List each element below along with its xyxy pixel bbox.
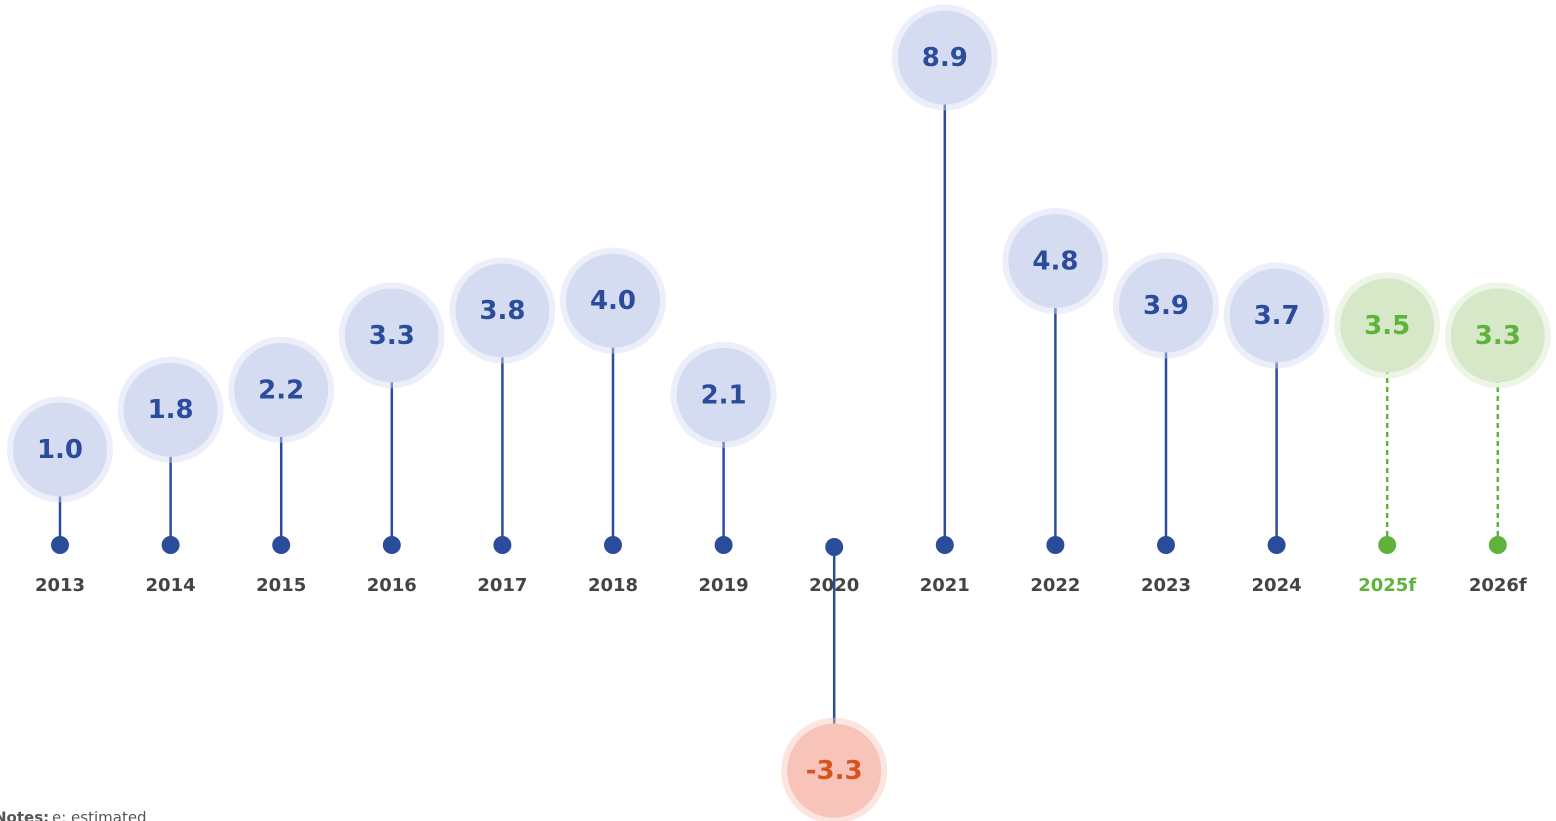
dot bbox=[161, 536, 180, 554]
value-label: 2.1 bbox=[701, 380, 747, 410]
bubble bbox=[1119, 258, 1213, 353]
dot bbox=[935, 536, 954, 554]
value-label: 2.2 bbox=[258, 375, 304, 405]
dot bbox=[604, 536, 622, 554]
bubble bbox=[1229, 268, 1324, 363]
dot bbox=[714, 536, 733, 554]
x-tick-label: 2023 bbox=[1141, 575, 1191, 596]
value-label: 4.0 bbox=[590, 286, 636, 316]
bubble bbox=[455, 263, 550, 358]
x-tick-label: 2022 bbox=[1030, 575, 1080, 596]
x-tick-label: 2020 bbox=[809, 575, 859, 596]
value-label: 3.5 bbox=[1364, 311, 1410, 341]
value-label: -3.3 bbox=[806, 756, 863, 786]
dot bbox=[272, 536, 291, 554]
x-tick-label: 2025f bbox=[1358, 575, 1416, 596]
bubble bbox=[1008, 213, 1103, 308]
value-label: 8.9 bbox=[922, 43, 968, 73]
value-label: 3.8 bbox=[479, 296, 525, 326]
x-tick-label: 2021 bbox=[920, 575, 970, 596]
value-label: 3.7 bbox=[1254, 301, 1300, 331]
bubble bbox=[787, 723, 882, 818]
x-tick-label: 2026f bbox=[1469, 575, 1527, 596]
x-tick-label: 2013 bbox=[35, 575, 85, 596]
notes-label: Notes: bbox=[0, 809, 49, 821]
x-tick-label: 2019 bbox=[699, 575, 749, 596]
value-label: 3.3 bbox=[1475, 321, 1521, 351]
bubble bbox=[344, 288, 439, 383]
value-label: 4.8 bbox=[1032, 246, 1078, 276]
bubble bbox=[123, 362, 218, 457]
value-label: 1.8 bbox=[148, 395, 194, 425]
bubble bbox=[1450, 288, 1545, 383]
dot bbox=[1157, 536, 1175, 554]
dot bbox=[382, 536, 401, 554]
value-label: 1.0 bbox=[37, 435, 83, 465]
dot bbox=[825, 538, 844, 556]
value-label: 3.3 bbox=[369, 321, 415, 351]
x-tick-label: 2024 bbox=[1252, 575, 1302, 596]
x-tick-label: 2017 bbox=[477, 575, 527, 596]
x-tick-label: 2015 bbox=[256, 575, 306, 596]
x-tick-label: 2014 bbox=[146, 575, 196, 596]
bubble bbox=[1340, 278, 1435, 373]
value-label: 3.9 bbox=[1143, 291, 1189, 321]
dot bbox=[1378, 536, 1397, 554]
bubble bbox=[566, 253, 660, 348]
bubble bbox=[234, 342, 329, 437]
bubble bbox=[13, 402, 107, 497]
dot bbox=[493, 536, 512, 554]
dot bbox=[51, 536, 69, 554]
dot bbox=[1046, 536, 1065, 554]
notes-text: e: estimated bbox=[52, 809, 147, 821]
dot bbox=[1267, 536, 1286, 554]
bubble bbox=[897, 10, 992, 105]
x-tick-label: 2016 bbox=[367, 575, 417, 596]
bubble bbox=[676, 347, 771, 442]
dot bbox=[1488, 536, 1507, 554]
x-tick-label: 2018 bbox=[588, 575, 638, 596]
